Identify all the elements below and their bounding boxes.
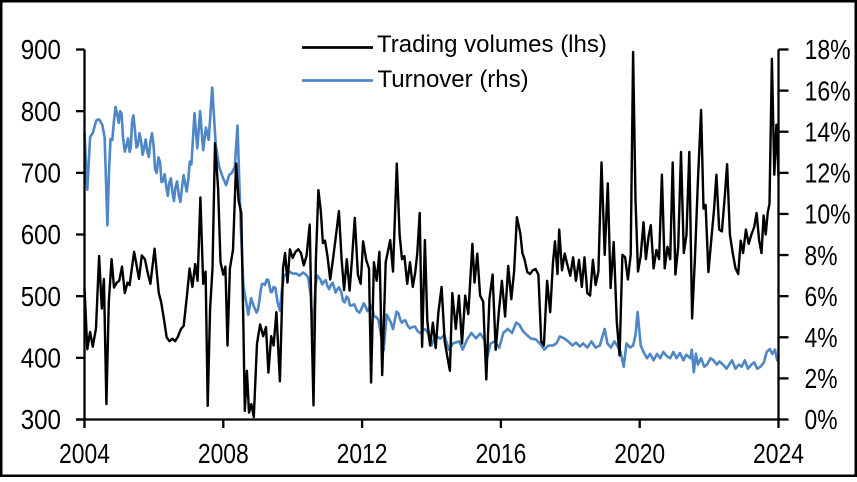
svg-text:400: 400: [21, 343, 61, 374]
svg-text:500: 500: [21, 281, 61, 312]
svg-text:600: 600: [21, 219, 61, 250]
svg-text:2024: 2024: [753, 438, 804, 469]
svg-text:2016: 2016: [475, 438, 526, 469]
svg-text:2012: 2012: [337, 438, 388, 469]
svg-text:16%: 16%: [805, 75, 851, 106]
svg-text:2004: 2004: [59, 438, 110, 469]
svg-text:900: 900: [21, 34, 61, 65]
svg-text:2008: 2008: [198, 438, 249, 469]
svg-text:2%: 2%: [805, 363, 838, 394]
svg-text:8%: 8%: [805, 240, 838, 271]
svg-text:0%: 0%: [805, 404, 838, 435]
svg-text:12%: 12%: [805, 158, 851, 189]
svg-text:10%: 10%: [805, 199, 851, 230]
svg-text:2020: 2020: [614, 438, 665, 469]
svg-text:800: 800: [21, 96, 61, 127]
svg-text:700: 700: [21, 158, 61, 189]
svg-text:Trading volumes (lhs): Trading volumes (lhs): [377, 31, 607, 58]
svg-text:Turnover (rhs): Turnover (rhs): [378, 66, 529, 93]
svg-text:6%: 6%: [805, 281, 838, 312]
svg-text:4%: 4%: [805, 322, 838, 353]
svg-text:14%: 14%: [805, 116, 851, 147]
svg-text:300: 300: [21, 404, 61, 435]
svg-text:18%: 18%: [805, 34, 851, 65]
